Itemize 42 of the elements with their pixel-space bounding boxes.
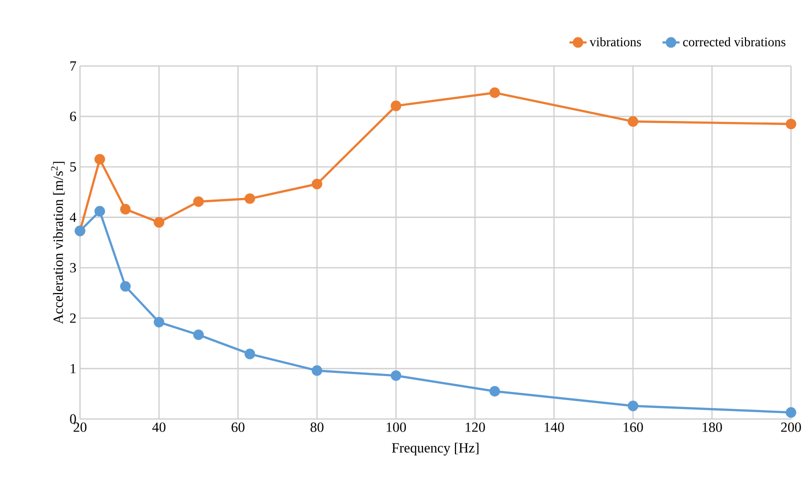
point — [154, 316, 164, 328]
y-axis-title: Acceleration vibration [m/s$^{2}$] — [51, 162, 65, 324]
point — [489, 386, 500, 397]
x-tick-label: 100 — [386, 422, 406, 432]
y-tick-label: 5 — [70, 162, 76, 172]
point — [390, 100, 402, 112]
point — [193, 196, 204, 207]
legend-label: vibrations — [590, 37, 641, 46]
point — [244, 193, 256, 204]
x-tick-label: 120 — [466, 422, 485, 432]
point — [489, 87, 500, 98]
point — [390, 370, 402, 381]
point — [120, 281, 131, 292]
y-tick-label: 4 — [70, 212, 76, 222]
x-tick-label: 20 — [74, 422, 86, 432]
point — [786, 407, 796, 418]
y-tick-label: 1 — [70, 364, 76, 374]
point — [120, 204, 131, 215]
y-tick-label: 3 — [70, 263, 76, 272]
x-tick-label: 60 — [232, 422, 244, 432]
point — [628, 400, 638, 412]
point — [244, 348, 256, 360]
legend-label: corrected vibrations — [683, 37, 786, 46]
x-tick-label: 80 — [310, 422, 324, 432]
point — [193, 329, 204, 340]
x-tick-label: 200 — [781, 422, 801, 432]
point — [94, 154, 106, 165]
x-tick-label: 140 — [544, 422, 564, 432]
point — [628, 116, 638, 127]
point — [94, 206, 106, 217]
y-tick-label: 0 — [70, 414, 76, 424]
x-axis-title: Frequency [Hz] — [392, 442, 478, 456]
point — [786, 118, 796, 130]
y-tick-label: 2 — [70, 314, 76, 323]
point — [312, 365, 322, 376]
y-tick-label: 7 — [70, 61, 76, 71]
y-tick-label: 6 — [70, 112, 76, 122]
point — [312, 178, 322, 190]
x-tick-label: 180 — [702, 422, 722, 432]
x-tick-label: 160 — [624, 422, 643, 432]
x-tick-label: 40 — [152, 422, 166, 432]
point — [154, 217, 164, 228]
